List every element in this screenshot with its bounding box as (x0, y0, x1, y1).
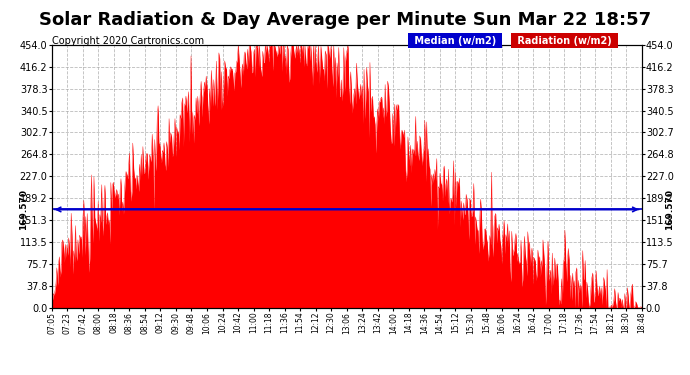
Text: Solar Radiation & Day Average per Minute Sun Mar 22 18:57: Solar Radiation & Day Average per Minute… (39, 11, 651, 29)
Text: Radiation (w/m2): Radiation (w/m2) (514, 36, 615, 46)
Text: Copyright 2020 Cartronics.com: Copyright 2020 Cartronics.com (52, 36, 204, 46)
Text: 169.570: 169.570 (665, 189, 674, 230)
Text: 169.570: 169.570 (19, 189, 28, 230)
Text: Median (w/m2): Median (w/m2) (411, 36, 499, 46)
